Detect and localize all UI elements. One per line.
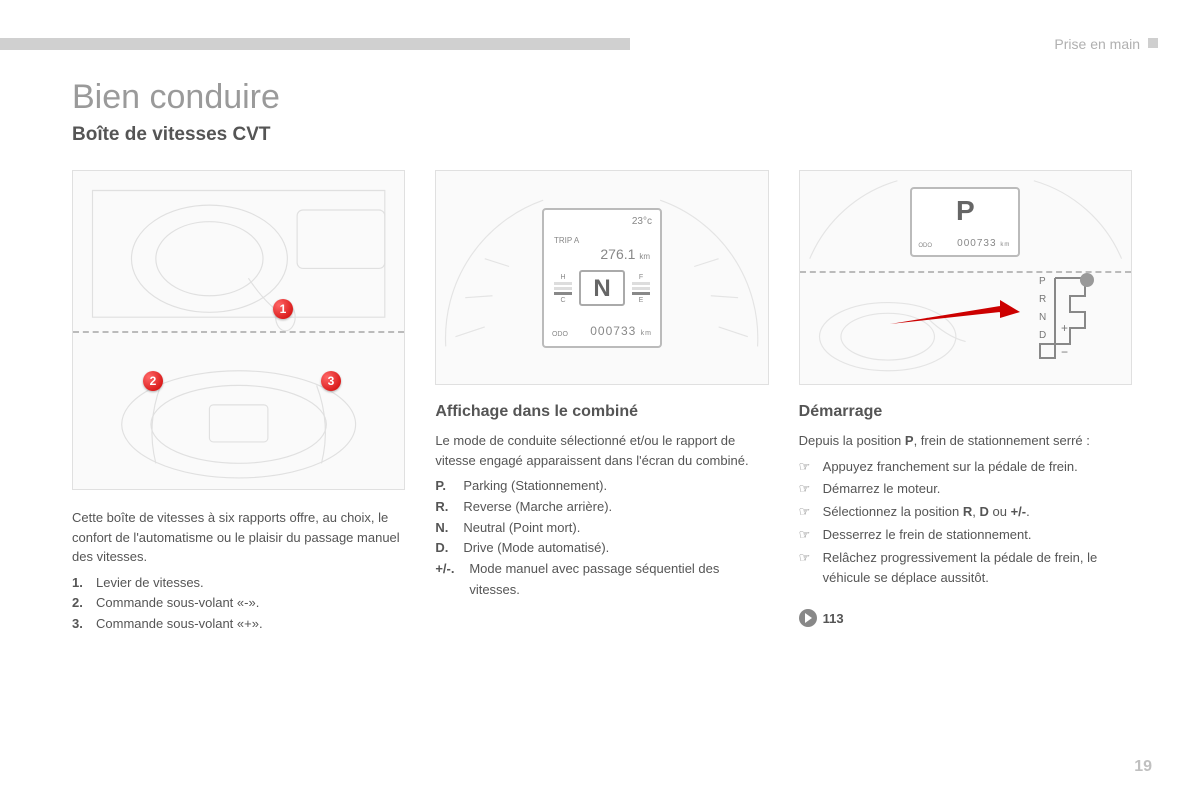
header-bar xyxy=(0,38,630,50)
term: +/-. xyxy=(435,559,469,601)
intro-text-col3: Depuis la position P, frein de stationne… xyxy=(799,431,1132,451)
term: D. xyxy=(435,538,463,559)
red-arrow-icon xyxy=(890,294,1030,334)
step-list-starting: ☞Appuyez franchement sur la pédale de fr… xyxy=(799,457,1132,590)
display-temperature: 23°c xyxy=(632,216,652,227)
gauge-coolant: H C xyxy=(554,274,572,304)
term: R. xyxy=(435,497,463,518)
step-text: Appuyez franchement sur la pédale de fre… xyxy=(823,457,1132,478)
illustration-cluster-n: 23°c TRIP A 276.1 km H C N F E ODO 00073… xyxy=(435,170,768,385)
instrument-display: 23°c TRIP A 276.1 km H C N F E ODO 00073… xyxy=(542,208,662,348)
item-num: 2. xyxy=(72,593,96,614)
section-label: Prise en main xyxy=(1054,36,1140,52)
hand-icon: ☞ xyxy=(799,479,823,500)
desc: Reverse (Marche arrière). xyxy=(463,497,768,518)
gear-pattern-diagram: P R N D − + xyxy=(1025,268,1115,368)
column-cluster-display: 23°c TRIP A 276.1 km H C N F E ODO 00073… xyxy=(435,170,768,635)
column-starting: P ODO 000733 km P R N D − xyxy=(799,170,1132,635)
column-gearbox-controls: 1 2 3 Cette boîte de vitesses à six rapp… xyxy=(72,170,405,635)
desc: Parking (Stationnement). xyxy=(463,476,768,497)
desc: Neutral (Point mort). xyxy=(463,518,768,539)
gauge-fuel: F E xyxy=(632,274,650,304)
item-label: Commande sous-volant «+». xyxy=(96,614,263,635)
numbered-list-col1: 1.Levier de vitesses. 2.Commande sous-vo… xyxy=(72,573,405,635)
desc: Mode manuel avec passage séquentiel des … xyxy=(469,559,768,601)
hand-icon: ☞ xyxy=(799,502,823,523)
hand-icon: ☞ xyxy=(799,457,823,478)
forward-icon xyxy=(799,609,817,627)
svg-text:P: P xyxy=(1039,276,1046,287)
page-ref-number: 113 xyxy=(823,611,844,626)
instrument-display-small: P ODO 000733 km xyxy=(910,187,1020,257)
header-square-marker xyxy=(1148,38,1158,48)
item-num: 3. xyxy=(72,614,96,635)
step-text: Démarrez le moteur. xyxy=(823,479,1132,500)
hand-icon: ☞ xyxy=(799,525,823,546)
marker-1: 1 xyxy=(273,299,293,319)
definition-list-gears: P.Parking (Stationnement). R.Reverse (Ma… xyxy=(435,476,768,601)
item-label: Commande sous-volant «-». xyxy=(96,593,259,614)
svg-text:D: D xyxy=(1039,330,1046,341)
display-gear-p: P xyxy=(956,195,975,227)
heading-starting: Démarrage xyxy=(799,403,1132,421)
term: P. xyxy=(435,476,463,497)
svg-text:+: + xyxy=(1061,321,1068,335)
step-text: Desserrez le frein de stationnement. xyxy=(823,525,1132,546)
display-trip-value: 276.1 km xyxy=(600,246,650,262)
item-num: 1. xyxy=(72,573,96,594)
illustration-gear-lever: 1 2 3 xyxy=(72,170,405,490)
svg-text:R: R xyxy=(1039,294,1046,305)
divider-dashed xyxy=(73,331,404,333)
illustration-starting: P ODO 000733 km P R N D − xyxy=(799,170,1132,385)
item-label: Levier de vitesses. xyxy=(96,573,204,594)
marker-3: 3 xyxy=(321,371,341,391)
display-odo-value: 000733 km xyxy=(957,238,1010,249)
page-number: 19 xyxy=(1134,758,1152,776)
marker-2: 2 xyxy=(143,371,163,391)
svg-text:N: N xyxy=(1039,312,1046,323)
term: N. xyxy=(435,518,463,539)
display-odo-label: ODO xyxy=(552,331,568,338)
display-odo-value: 000733 km xyxy=(590,324,652,338)
svg-text:−: − xyxy=(1061,345,1068,359)
page-reference: 113 xyxy=(799,609,1132,627)
step-text: Sélectionnez la position R, D ou +/-. xyxy=(823,502,1132,523)
intro-text-col2: Le mode de conduite sélectionné et/ou le… xyxy=(435,431,768,470)
display-trip-label: TRIP A xyxy=(554,236,579,245)
heading-cluster-display: Affichage dans le combiné xyxy=(435,403,768,421)
page-subtitle: Boîte de vitesses CVT xyxy=(72,124,271,146)
intro-text-col1: Cette boîte de vitesses à six rapports o… xyxy=(72,508,405,567)
sketch-interior xyxy=(73,171,404,483)
display-gear: N xyxy=(579,270,625,306)
page-title: Bien conduire xyxy=(72,78,280,117)
step-text: Relâchez progressivement la pédale de fr… xyxy=(823,548,1132,590)
hand-icon: ☞ xyxy=(799,548,823,590)
desc: Drive (Mode automatisé). xyxy=(463,538,768,559)
display-odo-label: ODO xyxy=(918,243,932,249)
